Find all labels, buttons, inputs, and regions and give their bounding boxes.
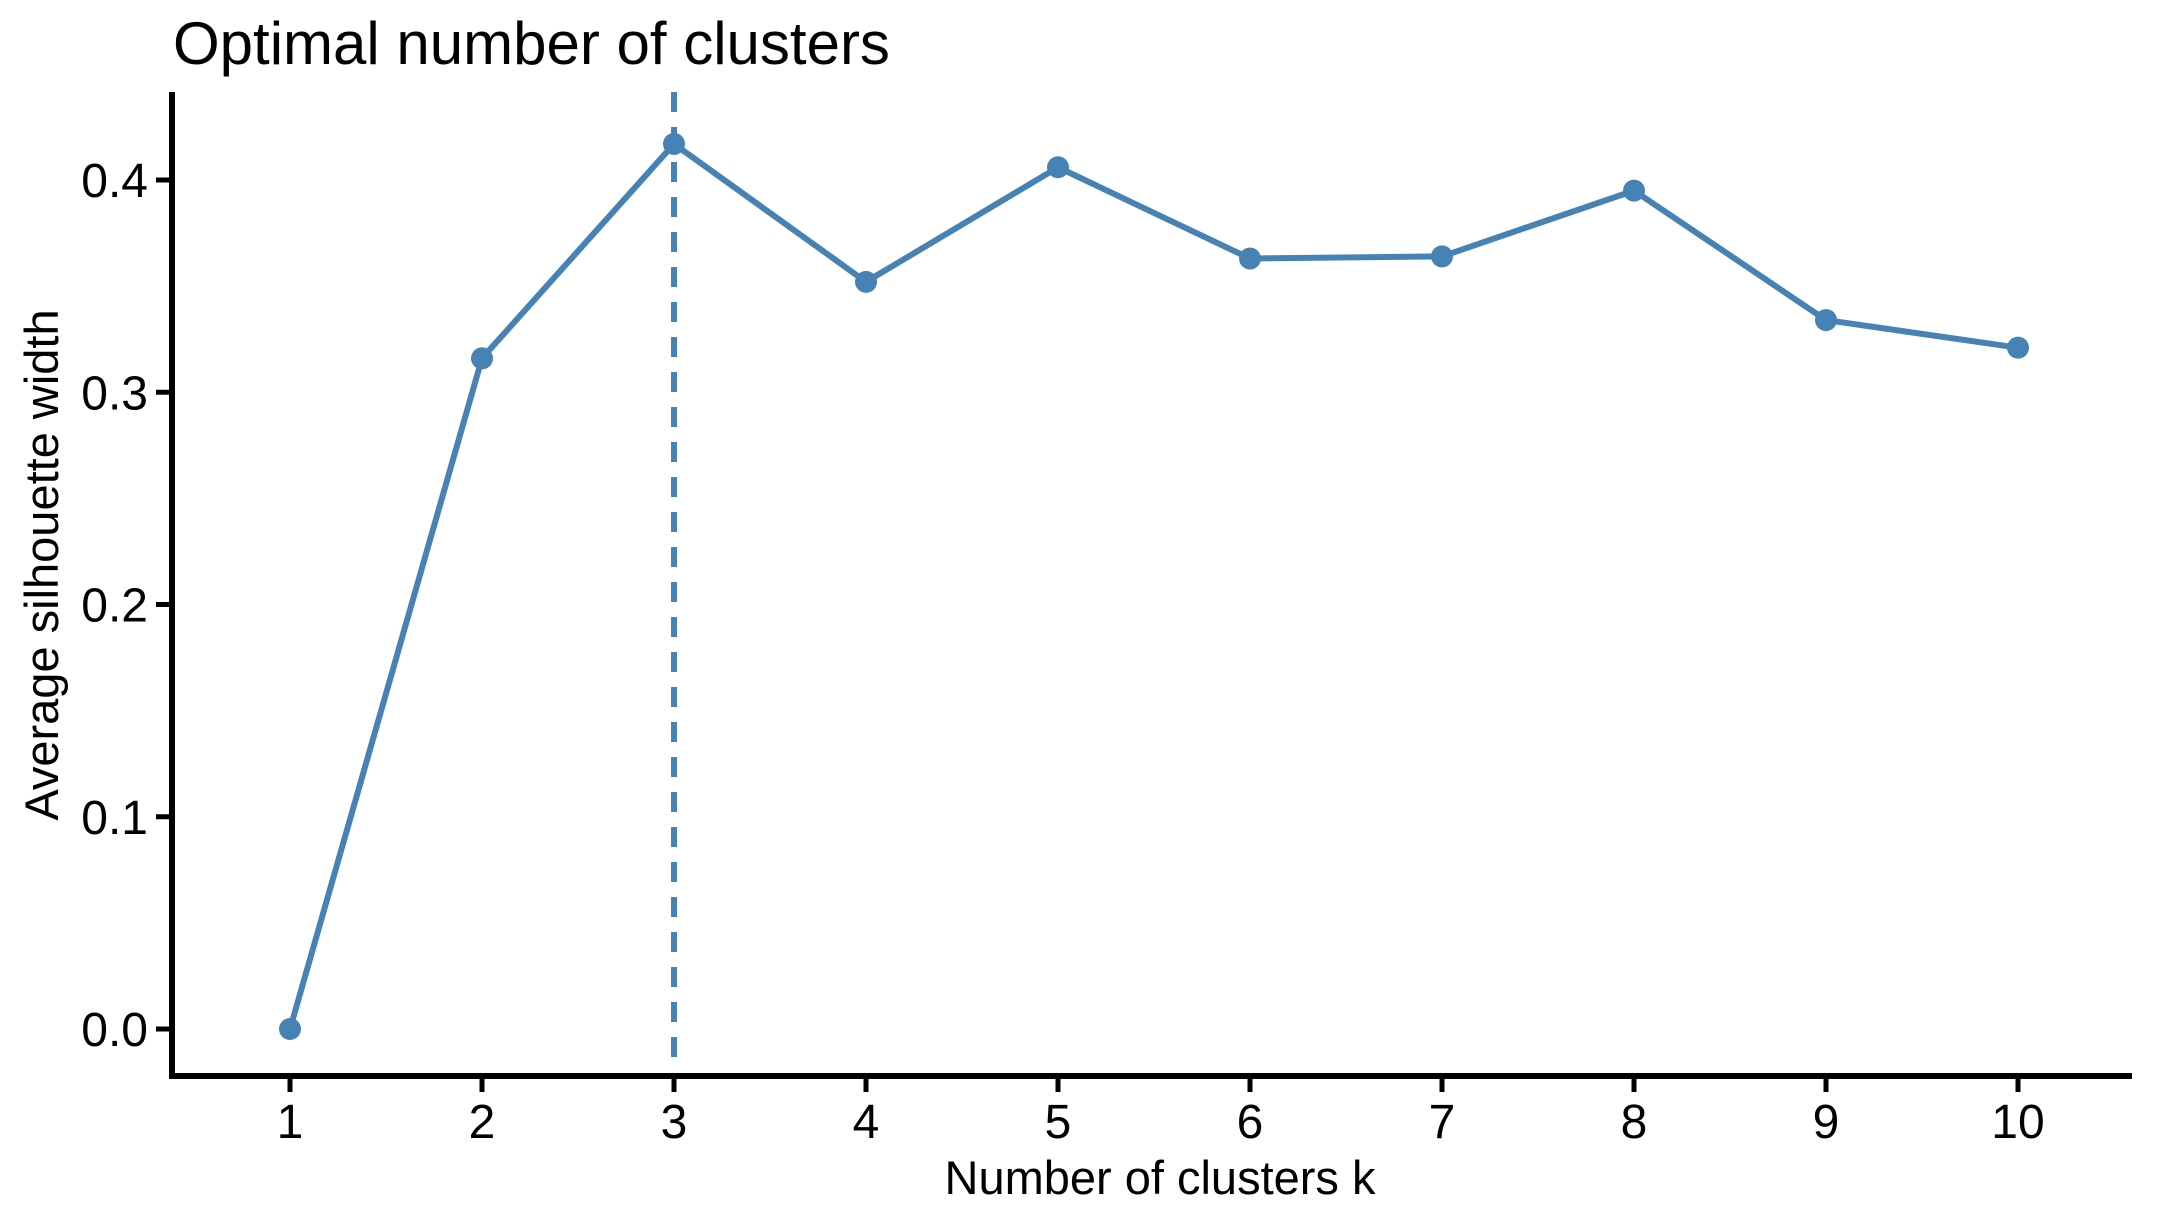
data-point-k4 bbox=[855, 270, 877, 293]
x-tick-label: 1 bbox=[277, 1096, 304, 1149]
x-tick-label: 2 bbox=[469, 1096, 496, 1149]
data-point-k10 bbox=[2007, 336, 2029, 359]
y-tick-label: 0.3 bbox=[81, 367, 148, 420]
x-tick-label: 4 bbox=[853, 1096, 880, 1149]
x-tick-label: 8 bbox=[1621, 1096, 1648, 1149]
data-point-k1 bbox=[279, 1018, 301, 1040]
x-tick-label: 6 bbox=[1237, 1096, 1264, 1149]
y-tick-label: 0.4 bbox=[81, 155, 148, 208]
x-tick-label: 3 bbox=[661, 1096, 688, 1149]
x-axis-ticks: 1 2 3 4 5 6 7 8 9 10 bbox=[277, 1076, 2045, 1149]
y-axis-label: Average silhouette width bbox=[15, 309, 68, 820]
data-point-k7 bbox=[1431, 245, 1453, 268]
silhouette-line bbox=[287, 140, 2019, 1030]
x-axis-label: Number of clusters k bbox=[945, 1151, 1376, 1204]
data-point-k9 bbox=[1815, 309, 1837, 332]
data-point-k5 bbox=[1047, 156, 1069, 179]
data-point-k3 bbox=[663, 132, 685, 155]
y-axis-ticks: 0.0 0.1 0.2 0.3 0.4 bbox=[81, 155, 172, 1057]
data-point-k2 bbox=[471, 347, 493, 370]
x-tick-label: 7 bbox=[1429, 1096, 1456, 1149]
x-tick-label: 5 bbox=[1045, 1096, 1072, 1149]
y-tick-label: 0.2 bbox=[81, 580, 148, 633]
data-point-k8 bbox=[1623, 179, 1645, 202]
chart-title: Optimal number of clusters bbox=[173, 10, 890, 77]
x-tick-label: 9 bbox=[1813, 1096, 1840, 1149]
y-tick-label: 0.1 bbox=[81, 792, 148, 845]
data-point-k6 bbox=[1239, 247, 1261, 270]
y-tick-label: 0.0 bbox=[81, 1004, 148, 1057]
x-tick-label: 10 bbox=[1991, 1096, 2044, 1149]
data-points bbox=[279, 132, 2029, 1040]
